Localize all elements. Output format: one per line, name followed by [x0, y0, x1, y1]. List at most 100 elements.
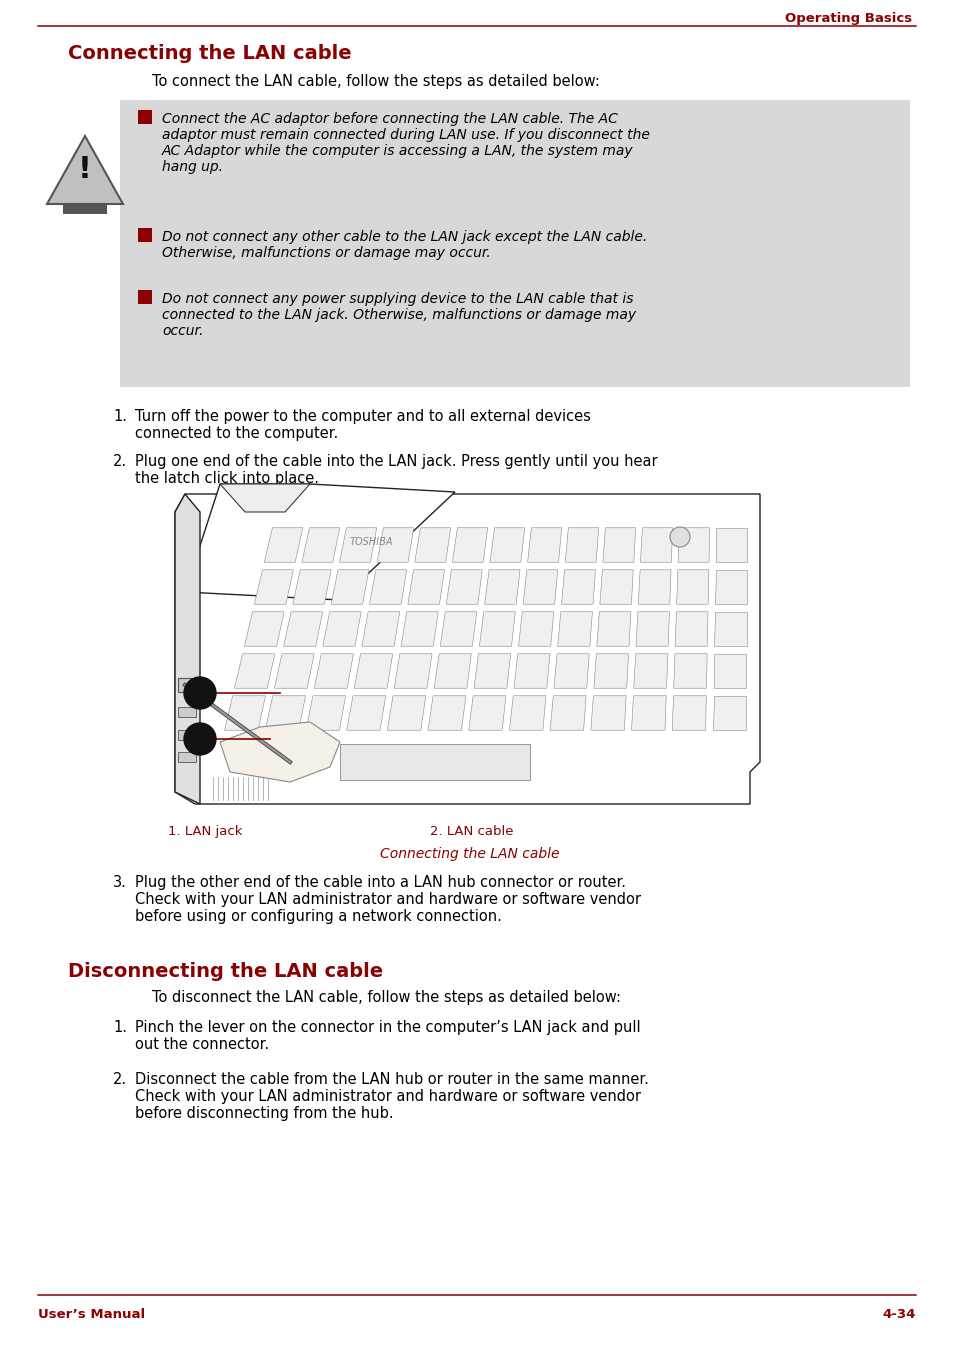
Polygon shape — [631, 696, 665, 730]
FancyBboxPatch shape — [178, 677, 195, 692]
Polygon shape — [561, 569, 595, 604]
Polygon shape — [428, 696, 465, 730]
Text: 1: 1 — [194, 685, 205, 700]
FancyBboxPatch shape — [178, 752, 195, 763]
Text: 3.: 3. — [112, 875, 127, 890]
FancyBboxPatch shape — [138, 110, 152, 124]
Polygon shape — [478, 611, 515, 646]
FancyBboxPatch shape — [178, 707, 195, 717]
FancyBboxPatch shape — [138, 289, 152, 304]
Text: Plug one end of the cable into the LAN jack. Press gently until you hear: Plug one end of the cable into the LAN j… — [135, 454, 657, 469]
Polygon shape — [672, 696, 705, 730]
Text: Operating Basics: Operating Basics — [784, 12, 911, 24]
Text: Check with your LAN administrator and hardware or software vendor: Check with your LAN administrator and ha… — [135, 892, 640, 907]
Text: Check with your LAN administrator and hardware or software vendor: Check with your LAN administrator and ha… — [135, 1088, 640, 1105]
Text: Connecting the LAN cable: Connecting the LAN cable — [380, 846, 559, 861]
Polygon shape — [361, 611, 399, 646]
Polygon shape — [376, 527, 414, 562]
Polygon shape — [676, 569, 708, 604]
Polygon shape — [550, 696, 585, 730]
Polygon shape — [564, 527, 598, 562]
Polygon shape — [301, 527, 339, 562]
Polygon shape — [712, 696, 745, 730]
Text: before disconnecting from the hub.: before disconnecting from the hub. — [135, 1106, 394, 1121]
Polygon shape — [415, 527, 450, 562]
Text: 1.: 1. — [112, 1019, 127, 1036]
Text: before using or configuring a network connection.: before using or configuring a network co… — [135, 909, 501, 923]
Polygon shape — [514, 654, 549, 688]
Polygon shape — [522, 569, 558, 604]
Polygon shape — [602, 527, 635, 562]
Polygon shape — [715, 527, 746, 562]
Polygon shape — [220, 722, 339, 781]
Polygon shape — [590, 696, 625, 730]
Text: Connecting the LAN cable: Connecting the LAN cable — [68, 45, 352, 64]
Polygon shape — [597, 611, 630, 646]
Polygon shape — [714, 611, 745, 646]
Polygon shape — [394, 654, 432, 688]
Text: !: ! — [78, 155, 91, 184]
Text: Pinch the lever on the connector in the computer’s LAN jack and pull: Pinch the lever on the connector in the … — [135, 1019, 640, 1036]
Polygon shape — [593, 654, 628, 688]
Polygon shape — [434, 654, 471, 688]
Polygon shape — [244, 611, 284, 646]
Polygon shape — [354, 654, 393, 688]
Polygon shape — [234, 654, 274, 688]
Text: AC Adaptor while the computer is accessing a LAN, the system may: AC Adaptor while the computer is accessi… — [162, 145, 633, 158]
Polygon shape — [387, 696, 425, 730]
Polygon shape — [174, 493, 760, 804]
Polygon shape — [47, 137, 123, 204]
Polygon shape — [174, 493, 200, 804]
Polygon shape — [408, 569, 444, 604]
FancyBboxPatch shape — [138, 228, 152, 242]
Text: hang up.: hang up. — [162, 160, 223, 174]
Polygon shape — [293, 569, 331, 604]
Polygon shape — [490, 527, 524, 562]
Polygon shape — [558, 611, 592, 646]
Polygon shape — [322, 611, 361, 646]
Text: the latch click into place.: the latch click into place. — [135, 470, 318, 485]
Text: 1.: 1. — [112, 410, 127, 425]
Text: 4-34: 4-34 — [882, 1307, 915, 1321]
Polygon shape — [599, 569, 633, 604]
Text: adaptor must remain connected during LAN use. If you disconnect the: adaptor must remain connected during LAN… — [162, 128, 649, 142]
Polygon shape — [439, 611, 476, 646]
Text: 1. LAN jack: 1. LAN jack — [168, 825, 242, 838]
Text: To connect the LAN cable, follow the steps as detailed below:: To connect the LAN cable, follow the ste… — [152, 74, 599, 89]
Polygon shape — [633, 654, 667, 688]
Polygon shape — [474, 654, 510, 688]
Polygon shape — [346, 696, 385, 730]
Polygon shape — [527, 527, 561, 562]
Text: To disconnect the LAN cable, follow the steps as detailed below:: To disconnect the LAN cable, follow the … — [152, 990, 620, 1005]
Text: User’s Manual: User’s Manual — [38, 1307, 145, 1321]
Text: Disconnecting the LAN cable: Disconnecting the LAN cable — [68, 963, 383, 982]
Polygon shape — [224, 696, 265, 730]
Text: Disconnect the cable from the LAN hub or router in the same manner.: Disconnect the cable from the LAN hub or… — [135, 1072, 648, 1087]
Polygon shape — [518, 611, 554, 646]
Polygon shape — [339, 744, 530, 780]
Polygon shape — [673, 654, 706, 688]
Text: connected to the LAN jack. Otherwise, malfunctions or damage may: connected to the LAN jack. Otherwise, ma… — [162, 308, 636, 322]
Polygon shape — [274, 654, 314, 688]
Polygon shape — [678, 527, 709, 562]
Polygon shape — [713, 654, 745, 688]
Text: TOSHIBA: TOSHIBA — [350, 537, 393, 548]
Text: 2.: 2. — [112, 454, 127, 469]
Polygon shape — [185, 484, 455, 600]
Circle shape — [669, 527, 689, 548]
Polygon shape — [452, 527, 487, 562]
Text: connected to the computer.: connected to the computer. — [135, 426, 338, 441]
Text: 2. LAN cable: 2. LAN cable — [430, 825, 513, 838]
Polygon shape — [554, 654, 589, 688]
Polygon shape — [314, 654, 353, 688]
Circle shape — [184, 723, 215, 754]
Text: Plug the other end of the cable into a LAN hub connector or router.: Plug the other end of the cable into a L… — [135, 875, 625, 890]
Polygon shape — [446, 569, 481, 604]
Polygon shape — [509, 696, 545, 730]
Polygon shape — [306, 696, 345, 730]
Text: Turn off the power to the computer and to all external devices: Turn off the power to the computer and t… — [135, 410, 590, 425]
FancyBboxPatch shape — [120, 100, 909, 387]
Circle shape — [184, 677, 215, 708]
Text: Connect the AC adaptor before connecting the LAN cable. The AC: Connect the AC adaptor before connecting… — [162, 112, 618, 126]
Polygon shape — [468, 696, 505, 730]
